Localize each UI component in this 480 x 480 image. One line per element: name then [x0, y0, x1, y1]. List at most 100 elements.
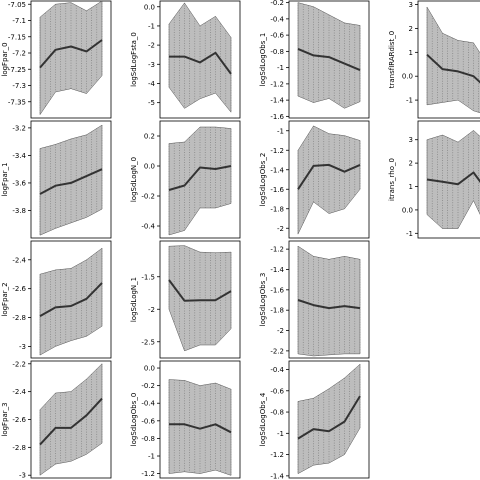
- y-tick-label: -1.6: [270, 113, 284, 121]
- y-axis-label: logSdLogObs_3: [259, 273, 267, 327]
- y-tick-label: -2: [148, 306, 155, 314]
- panel-logFpar_2: -2.4 -2.6 -2.8 -3 logFpar_2: [1, 240, 112, 359]
- y-tick-label: -0.4: [141, 400, 155, 408]
- y-tick-label: -1: [148, 453, 155, 461]
- y-tick-label: -1.2: [270, 147, 284, 155]
- mean-line: [169, 51, 232, 75]
- panel-logSdLogObs_3: -1.2 -1.4 -1.6 -1.8 -2 -2.2 logSdLogObs_3: [259, 240, 370, 359]
- y-tick-label: -3: [19, 343, 26, 351]
- y-tick-label: -0.4: [270, 366, 284, 374]
- panel-itrans_rho_0: 3 2 1 0.0 -1 itrans_rho_0: [388, 120, 480, 239]
- y-tick-label: -3.6: [12, 179, 26, 187]
- y-tick-label: -1.2: [141, 470, 155, 478]
- y-axis-label: logFpar_3: [1, 402, 9, 436]
- y-tick-label: -0.8: [141, 435, 155, 443]
- y-tick-label: -7.25: [8, 66, 26, 74]
- mean-line: [426, 53, 480, 84]
- y-tick-label: -0.2: [141, 382, 155, 390]
- y-tick-label: 0.2: [144, 133, 155, 141]
- y-tick-label: -0.8: [270, 48, 284, 56]
- y-tick-label: -1.2: [270, 80, 284, 88]
- y-axis-label: logSdLogObs_4: [259, 392, 267, 446]
- mean-line: [297, 47, 361, 72]
- mean-line: [169, 423, 232, 434]
- mean-line: [426, 171, 480, 186]
- y-tick-label: -2.6: [12, 416, 26, 424]
- y-axis-label: logFpar_1: [1, 162, 9, 196]
- y-axis-label: logSdLogObs_2: [259, 153, 267, 207]
- y-tick-label: -2.5: [141, 338, 155, 346]
- panel-logSdLogN_0: 0.2 0.0 -0.2 -0.4 logSdLogN_0: [130, 120, 241, 239]
- y-tick-label: -1.8: [270, 205, 284, 213]
- y-tick-label: -7.05: [8, 1, 26, 9]
- y-tick-label: 1: [409, 49, 413, 57]
- mean-line: [168, 165, 232, 191]
- y-tick-label: -1.2: [270, 451, 284, 459]
- y-tick-label: 2: [409, 25, 413, 33]
- y-tick-label: -2.6: [12, 285, 26, 293]
- y-tick-label: -7.3: [12, 82, 26, 90]
- mean-line: [168, 279, 232, 302]
- y-tick-label: -0.2: [141, 193, 155, 201]
- y-tick-label: -0.2: [270, 0, 284, 7]
- y-tick-label: -3.2: [12, 124, 26, 132]
- panel-logSdLogObs_1: -0.2 -0.4 -0.6 -0.8 -1 -1.2 -1.4 -1.6 logSdLogOb…: [259, 0, 370, 121]
- y-tick-label: -1.4: [270, 166, 284, 174]
- y-tick-label: -1: [406, 230, 413, 238]
- y-tick-label: -7.2: [12, 50, 26, 58]
- y-tick-label: -2: [277, 225, 284, 233]
- y-tick-label: -0.6: [270, 32, 284, 40]
- y-tick-label: -0.4: [270, 15, 284, 23]
- y-tick-label: -0.4: [141, 223, 155, 231]
- y-axis-label: logSdLogN_1: [130, 277, 138, 322]
- y-tick-label: -1.4: [270, 472, 284, 480]
- interval-band: [426, 6, 480, 114]
- y-tick-label: -2: [277, 327, 284, 335]
- y-tick-label: -4: [148, 80, 156, 88]
- y-tick-label: -1.5: [141, 273, 155, 281]
- y-tick-label: -2.4: [12, 388, 26, 396]
- y-axis-label: logSdLogObs_1: [259, 33, 267, 87]
- y-tick-label: 1: [409, 183, 413, 191]
- y-tick-label: -1: [277, 430, 284, 438]
- y-tick-label: -0.6: [270, 387, 284, 395]
- y-axis-label: logSdLogFsta_0: [130, 32, 138, 87]
- y-tick-label: -1: [406, 97, 413, 105]
- panel-logFpar_1: -3.2 -3.4 -3.6 -3.8 logFpar_1: [1, 120, 112, 239]
- y-tick-label: -7.15: [8, 33, 26, 41]
- y-tick-label: -2.8: [12, 314, 26, 322]
- y-tick-label: -5: [148, 99, 155, 107]
- y-tick-label: 2: [409, 160, 413, 168]
- mean-line: [39, 397, 103, 446]
- y-tick-label: -7.1: [12, 17, 26, 25]
- y-tick-label: -0.6: [141, 417, 155, 425]
- y-tick-label: 0.0: [402, 73, 413, 81]
- mean-line: [39, 39, 103, 69]
- panel-logSdLogFsta_0: 0.0 -1 -2 -3 -4 -5 logSdLogFsta_0: [130, 0, 241, 119]
- panel-logSdLogN_1: -1.5 -2 -2.5 logSdLogN_1: [130, 240, 241, 359]
- y-tick-label: -1: [148, 22, 155, 30]
- y-axis-label: itrans_rho_0: [388, 158, 396, 201]
- mean-line: [297, 299, 361, 310]
- panel-logSdLogObs_4: -0.4 -0.6 -0.8 -1 -1.2 -1.4 logSdLogObs_4: [259, 360, 370, 480]
- y-tick-label: -1.8: [270, 307, 284, 315]
- y-axis-label: logFpar_2: [1, 282, 9, 316]
- y-tick-label: -1.4: [270, 97, 284, 105]
- interval-band: [168, 2, 232, 113]
- y-tick-label: -7.35: [8, 98, 26, 106]
- mean-line: [39, 282, 103, 317]
- y-tick-label: -1.6: [270, 186, 284, 194]
- panel-transfIRARdist_0: 3 2 1 0.0 -1 transfIRARdist_0: [388, 0, 480, 119]
- y-tick-label: -2.4: [12, 256, 26, 264]
- y-tick-label: -1: [277, 127, 284, 135]
- y-axis-label: logFpar_0: [1, 42, 9, 76]
- y-tick-label: -3.4: [12, 152, 26, 160]
- panel-logSdLogObs_2: -1 -1.2 -1.4 -1.6 -1.8 -2 logSdLogObs_2: [259, 120, 370, 239]
- y-tick-label: 0.0: [144, 163, 155, 171]
- y-tick-label: 3: [409, 1, 413, 9]
- y-tick-label: -1.4: [270, 266, 284, 274]
- mean-line: [297, 163, 361, 190]
- y-axis-label: logSdLogN_0: [130, 157, 138, 202]
- y-tick-label: -2.8: [12, 444, 26, 452]
